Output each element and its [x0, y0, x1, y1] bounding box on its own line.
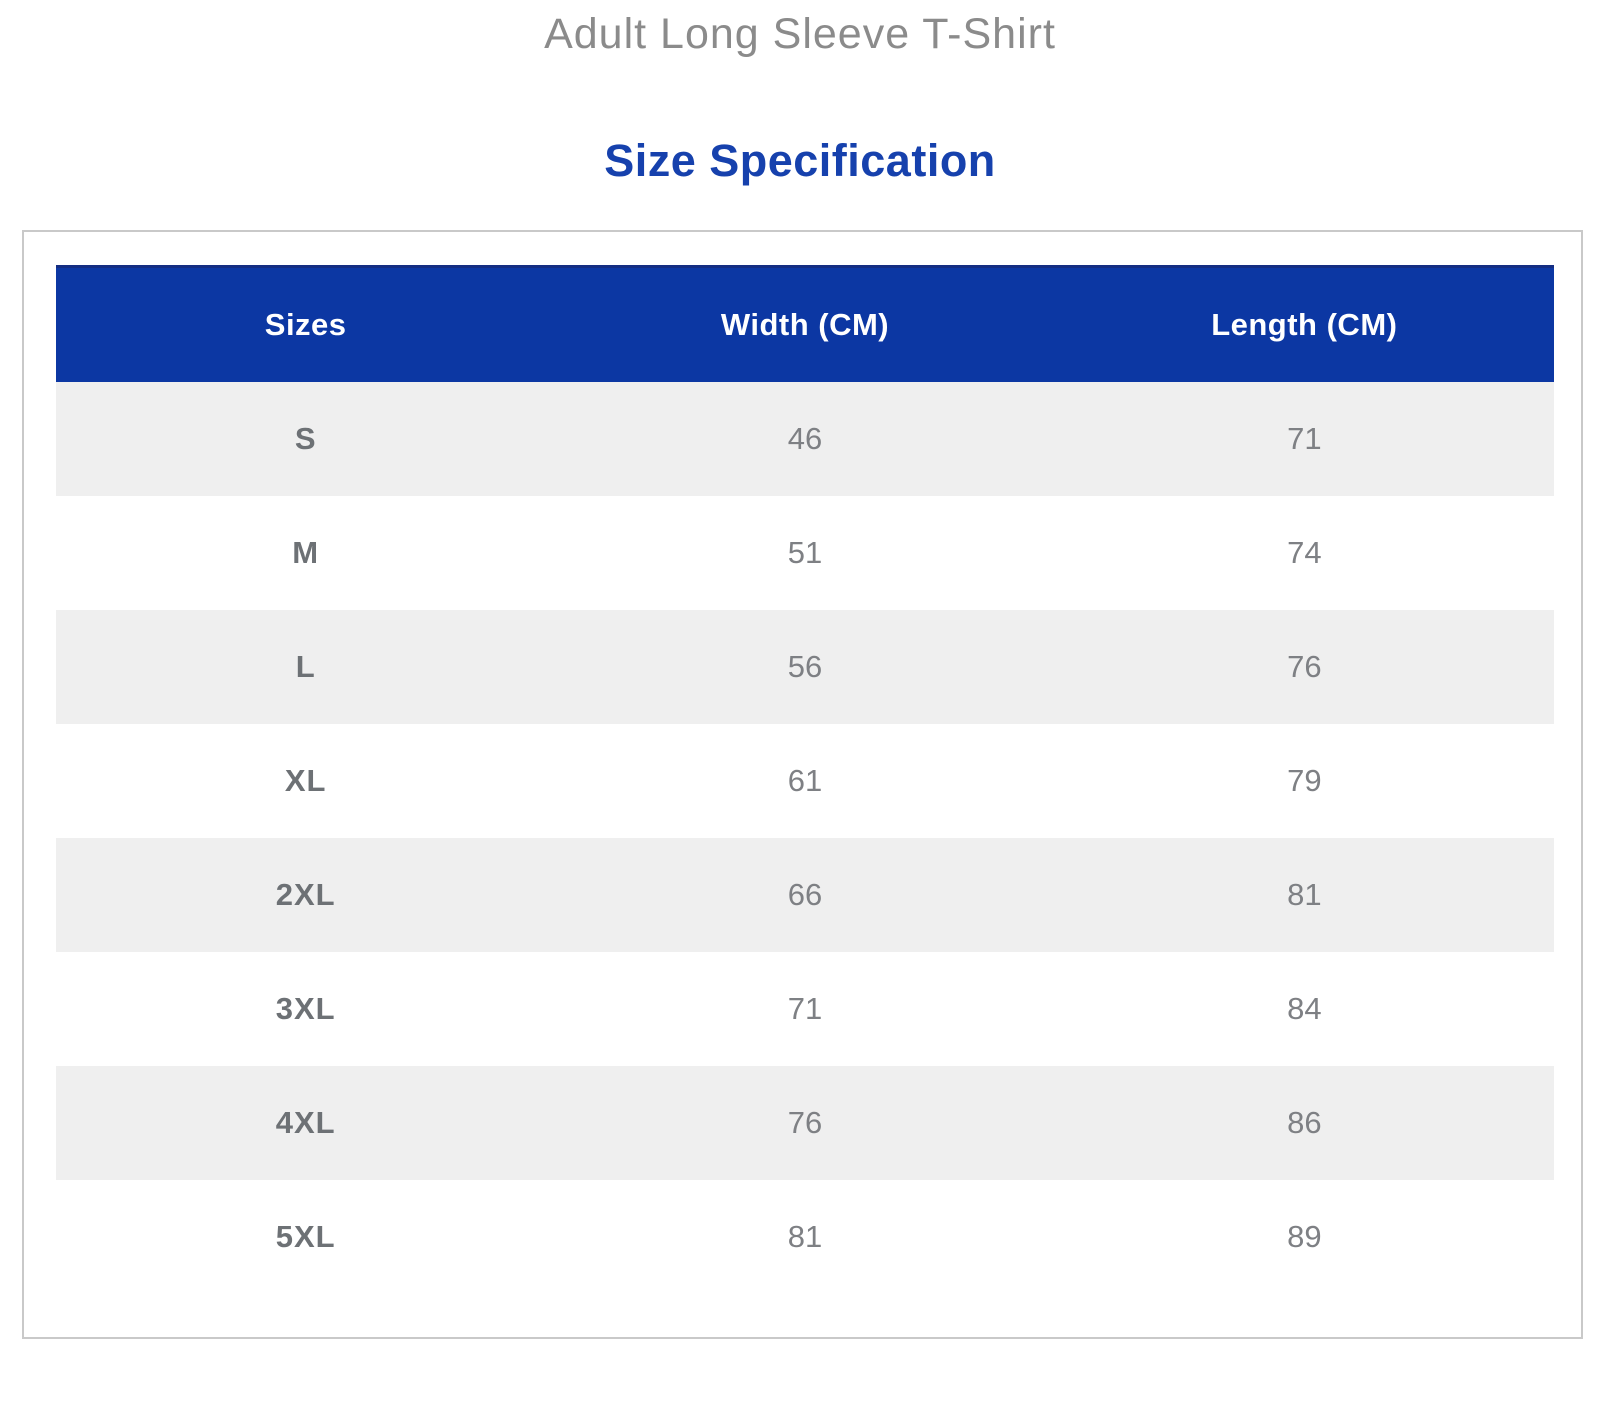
width-cell: 56 — [555, 609, 1055, 724]
size-cell: L — [56, 609, 556, 724]
table-row: 2XL 66 81 — [56, 837, 1554, 952]
size-chart-container: Sizes Width (CM) Length (CM) S 46 71 M 5… — [22, 230, 1583, 1339]
width-cell: 61 — [787, 762, 823, 798]
length-cell: 84 — [1287, 990, 1322, 1026]
width-cell: 76 — [555, 1065, 1055, 1180]
length-cell: 86 — [1054, 1065, 1554, 1180]
width-cell: 81 — [787, 1218, 823, 1254]
length-cell: 79 — [1287, 762, 1322, 798]
length-cell: 74 — [1287, 534, 1322, 570]
size-cell: XL — [284, 762, 327, 798]
size-cell: M — [292, 534, 320, 570]
width-cell: 51 — [787, 534, 823, 570]
column-header-width: Width (CM) — [555, 265, 1055, 382]
length-cell: 76 — [1054, 609, 1554, 724]
table-header-row: Sizes Width (CM) Length (CM) — [56, 265, 1554, 382]
table-row: M 51 74 — [56, 496, 1554, 610]
table-row: 3XL 71 84 — [56, 952, 1554, 1066]
size-cell: 4XL — [56, 1065, 556, 1180]
width-cell: 66 — [555, 837, 1055, 952]
column-header-length: Length (CM) — [1054, 265, 1554, 382]
length-cell: 71 — [1054, 381, 1554, 496]
table-row: L 56 76 — [56, 609, 1554, 724]
table-header: Sizes Width (CM) Length (CM) — [56, 265, 1554, 382]
width-cell: 46 — [555, 381, 1055, 496]
table-row: 5XL 81 89 — [56, 1180, 1554, 1294]
width-cell: 71 — [787, 990, 823, 1026]
size-cell: 3XL — [275, 990, 336, 1026]
table-body: S 46 71 M 51 74 L 56 76 XL 61 79 2XL 66 — [56, 381, 1554, 1294]
table-row: XL 61 79 — [56, 724, 1554, 838]
size-specification-table: Sizes Width (CM) Length (CM) S 46 71 M 5… — [56, 265, 1554, 1294]
size-cell: 2XL — [56, 837, 556, 952]
page-title: Adult Long Sleeve T-Shirt — [544, 10, 1056, 58]
size-specification-heading: Size Specification — [604, 135, 996, 186]
length-cell: 81 — [1054, 837, 1554, 952]
size-cell: 5XL — [275, 1218, 336, 1254]
column-header-sizes: Sizes — [56, 265, 556, 382]
table-row: 4XL 76 86 — [56, 1065, 1554, 1180]
table-row: S 46 71 — [56, 381, 1554, 496]
size-cell: S — [56, 381, 556, 496]
length-cell: 89 — [1287, 1218, 1322, 1254]
